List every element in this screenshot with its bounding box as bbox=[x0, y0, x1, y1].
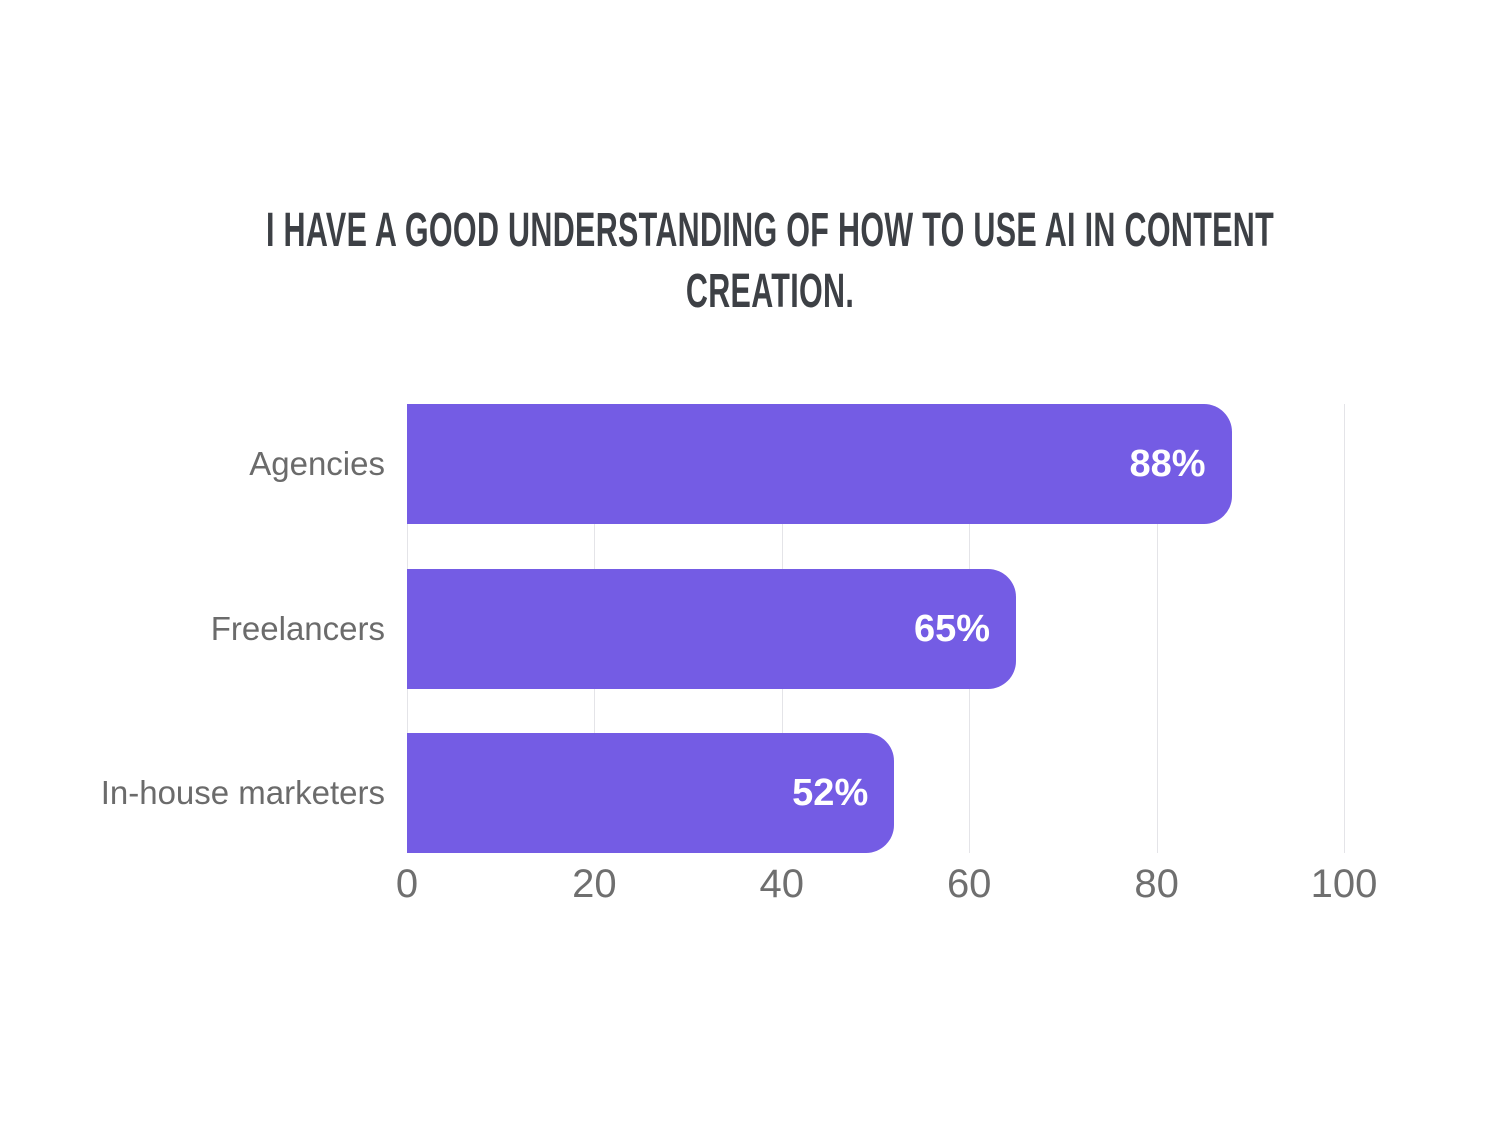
x-axis: 0 20 40 60 80 100 bbox=[396, 862, 1378, 912]
plot-area: 88% 65% 52% bbox=[407, 404, 1345, 853]
x-tick-label-20: 20 bbox=[572, 862, 617, 906]
category-axis: Agencies Freelancers In-house marketers bbox=[0, 404, 385, 853]
category-label-freelancers: Freelancers bbox=[210, 610, 385, 647]
bar-value-label: 52% bbox=[792, 771, 869, 814]
x-tick-label-0: 0 bbox=[395, 862, 419, 906]
x-tick-label-80: 80 bbox=[1134, 862, 1179, 906]
gridline-100 bbox=[1344, 404, 1345, 853]
chart-title: I have a good understanding of how to us… bbox=[20, 200, 1500, 322]
x-tick-label-60: 60 bbox=[946, 862, 992, 906]
bar-agencies: 88% bbox=[407, 404, 1232, 524]
x-tick-label-100: 100 bbox=[1310, 862, 1378, 906]
category-label-agencies: Agencies bbox=[249, 445, 385, 482]
bar-value-label: 65% bbox=[913, 607, 991, 650]
bar-in-house-marketers: 52% bbox=[407, 733, 895, 853]
bar-freelancers: 65% bbox=[407, 569, 1017, 689]
gridline-80 bbox=[1156, 404, 1158, 853]
chart-title-text: I have a good understanding of how to us… bbox=[265, 204, 1275, 318]
bar-value-label: 88% bbox=[1129, 442, 1206, 485]
x-tick-label-40: 40 bbox=[759, 862, 805, 906]
category-label-in-house-marketers: In-house marketers bbox=[100, 774, 385, 811]
